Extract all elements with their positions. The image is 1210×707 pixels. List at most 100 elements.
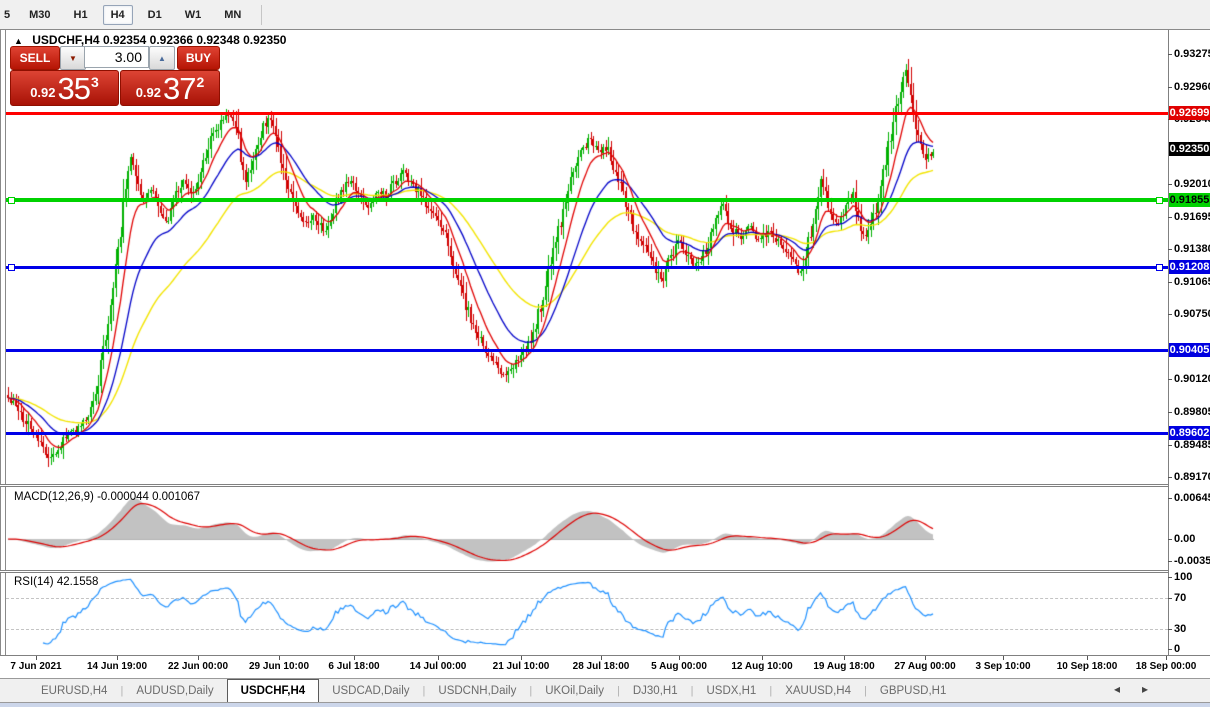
tab-usdchf[interactable]: USDCHF,H4 <box>226 679 320 702</box>
price-axis-label: 0.91695 <box>1174 211 1210 223</box>
buy-price-pip-digit: 2 <box>196 74 205 90</box>
tabs-scroll-right-icon[interactable]: ▸ <box>1141 682 1148 696</box>
macd-rsi-splitter[interactable] <box>0 570 1210 573</box>
time-axis-label: 22 Jun 00:00 <box>167 661 229 672</box>
rsi-axis-tick <box>1168 598 1172 599</box>
horizontal-line-0.89602[interactable] <box>6 431 1168 435</box>
price-badge: 0.90405 <box>1169 343 1210 357</box>
price-axis-tick <box>1168 314 1172 315</box>
tab-dj30[interactable]: DJ30,H1 <box>632 684 678 697</box>
price-axis-label: 0.90120 <box>1174 373 1210 385</box>
sell-price-button[interactable]: 0.92 35 3 <box>10 70 119 106</box>
tab-separator: | <box>422 684 426 697</box>
macd-axis-tick <box>1168 539 1172 540</box>
line-handle[interactable] <box>8 263 15 271</box>
buy-button[interactable]: BUY <box>177 46 220 70</box>
macd-axis-label: 0.00 <box>1174 533 1196 545</box>
price-axis-tick <box>1168 282 1172 283</box>
tab-separator: | <box>769 684 773 697</box>
time-axis-tick <box>36 656 37 660</box>
price-axis-tick <box>1168 477 1172 478</box>
rsi-axis-label: 100 <box>1174 571 1193 583</box>
tab-gbpusd[interactable]: GBPUSD,H1 <box>879 684 947 697</box>
line-handle[interactable] <box>1156 196 1163 204</box>
tab-eurusd[interactable]: EURUSD,H4 <box>41 684 108 697</box>
time-axis-tick <box>679 656 680 660</box>
tabs-scroll-left-icon[interactable]: ◂ <box>1113 682 1120 696</box>
line-handle[interactable] <box>1156 263 1163 271</box>
sell-price-big-digits: 35 <box>57 71 91 106</box>
buy-price-button[interactable]: 0.92 37 2 <box>120 70 220 106</box>
price-badge: 0.91208 <box>1169 260 1210 274</box>
rsi-axis-tick <box>1168 629 1172 630</box>
time-axis-tick <box>1003 656 1004 660</box>
price-macd-splitter[interactable] <box>0 484 1210 487</box>
price-axis-label: 0.91380 <box>1174 243 1210 255</box>
time-axis-label: 14 Jun 19:00 <box>86 661 148 672</box>
time-axis-tick <box>354 656 355 660</box>
price-axis-tick <box>1168 445 1172 446</box>
price-badge: 0.92350 <box>1169 142 1210 156</box>
time-axis-tick <box>925 656 926 660</box>
time-axis-label: 19 Aug 18:00 <box>813 661 875 672</box>
price-axis <box>1168 30 1210 655</box>
time-axis-tick <box>279 656 280 660</box>
price-badge: 0.89602 <box>1169 426 1210 440</box>
price-axis-tick <box>1168 249 1172 250</box>
chevron-down-icon: ▼ <box>69 53 77 63</box>
rsi-label: RSI(14) 42.1558 <box>14 576 99 588</box>
tab-usdx[interactable]: USDX,H1 <box>706 684 757 697</box>
horizontal-line-0.91855[interactable] <box>6 198 1168 202</box>
price-badge: 0.91855 <box>1169 193 1210 207</box>
price-axis-label: 0.90750 <box>1174 308 1210 320</box>
time-axis-label: 12 Aug 10:00 <box>731 661 793 672</box>
macd-label: MACD(12,26,9) -0.000044 0.001067 <box>14 491 201 503</box>
time-axis-label: 3 Sep 10:00 <box>975 661 1031 672</box>
horizontal-line-0.91208[interactable] <box>6 265 1168 269</box>
time-axis-tick <box>601 656 602 660</box>
triangle-up-icon: ▲ <box>14 36 23 46</box>
tab-usdcnh[interactable]: USDCNH,Daily <box>438 684 517 697</box>
sell-price-pip-digit: 3 <box>91 74 99 90</box>
price-axis-label: 0.93275 <box>1174 48 1210 60</box>
tab-xauusd[interactable]: XAUUSD,H4 <box>785 684 852 697</box>
time-axis-label: 7 Jun 2021 <box>10 661 62 672</box>
sell-button[interactable]: SELL <box>10 46 60 70</box>
price-axis-label: 0.89805 <box>1174 406 1210 418</box>
price-axis-label: 0.89170 <box>1174 471 1210 483</box>
sell-price-prefix: 0.92 <box>30 85 56 100</box>
price-axis-tick <box>1168 54 1172 55</box>
price-axis-label: 0.91065 <box>1174 276 1210 288</box>
line-handle[interactable] <box>8 196 15 204</box>
price-axis-tick <box>1168 87 1172 88</box>
time-axis: 7 Jun 2021 14 Jun 19:00 22 Jun 00:00 29 Jun… <box>0 655 1210 678</box>
chevron-up-icon: ▲ <box>158 53 166 63</box>
tab-separator: | <box>690 684 694 697</box>
rsi-axis-tick <box>1168 577 1172 578</box>
tab-separator: | <box>617 684 620 697</box>
chart-symbol-label: USDCHF,H4 <box>32 33 100 47</box>
tab-audusd[interactable]: AUDUSD,Daily <box>136 684 214 697</box>
time-axis-tick <box>521 656 522 660</box>
macd-axis-tick <box>1168 561 1172 562</box>
horizontal-line-0.92699[interactable] <box>6 111 1168 115</box>
chart-ohlc-values: 0.92354 0.92366 0.92348 0.92350 <box>102 33 287 47</box>
time-axis-label: 6 Jul 18:00 <box>328 661 380 672</box>
rsi-axis-tick <box>1168 649 1172 650</box>
horizontal-line-0.90405[interactable] <box>6 348 1168 352</box>
time-axis-label: 21 Jul 10:00 <box>492 661 550 672</box>
time-axis-tick <box>1087 656 1088 660</box>
tab-usdcad[interactable]: USDCAD,Daily <box>332 684 410 697</box>
time-axis-label: 28 Jul 18:00 <box>572 661 630 672</box>
volume-decrease-button[interactable]: ▼ <box>60 46 86 70</box>
price-axis-label: 0.92960 <box>1174 81 1210 93</box>
time-axis-label: 5 Aug 00:00 <box>651 661 707 672</box>
price-axis-label: 0.89485 <box>1174 439 1210 451</box>
volume-increase-button[interactable]: ▲ <box>149 46 175 70</box>
volume-input[interactable]: 3.00 <box>84 46 149 68</box>
time-axis-label: 29 Jun 10:00 <box>248 661 310 672</box>
rsi-axis-label: 70 <box>1174 592 1187 604</box>
time-axis-label: 27 Aug 00:00 <box>894 661 956 672</box>
tab-ukoil[interactable]: UKOil,Daily <box>545 684 604 697</box>
